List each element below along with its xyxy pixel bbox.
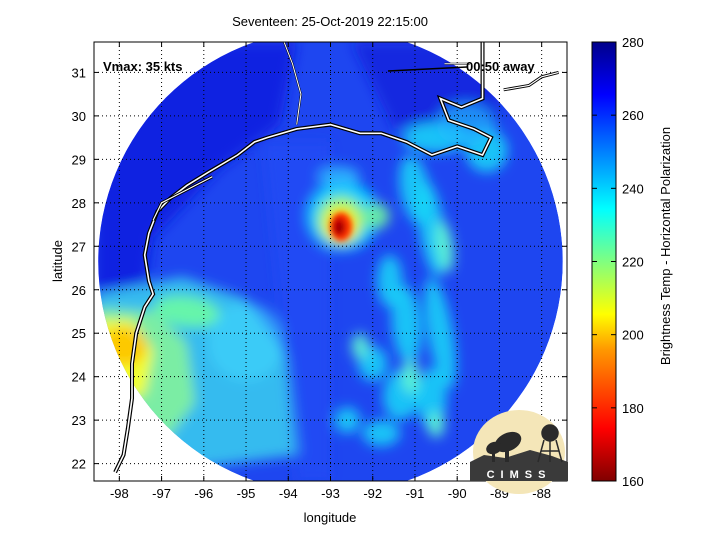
heatmap-cell — [336, 222, 344, 234]
y-tick-label: 22 — [72, 457, 86, 472]
x-axis: -98 -97 -96 -95 -94 -93 -92 -91 -90 -89 -88 — [110, 42, 551, 501]
y-tick-label: 24 — [72, 370, 86, 385]
y-tick-label: 23 — [72, 413, 86, 428]
heatmap-cell — [435, 220, 454, 273]
heatmap-cell — [391, 285, 422, 364]
x-tick-label: -93 — [321, 486, 340, 501]
y-tick-label: 31 — [72, 65, 86, 80]
colorbar-ticks: 160 180 200 220 240 260 280 — [592, 35, 644, 489]
heatmap-cell — [424, 277, 457, 389]
logo-text: CIMSS — [487, 469, 552, 481]
grid-lines — [94, 42, 567, 481]
y-tick-label: 25 — [72, 326, 86, 341]
chart-title: Seventeen: 25-Oct-2019 22:15:00 — [232, 14, 428, 29]
x-tick-label: -91 — [406, 486, 425, 501]
coastline — [113, 42, 559, 474]
heatmap-cell — [317, 165, 361, 188]
heatmap-cell — [364, 202, 390, 229]
y-axis: 22 23 24 25 26 27 28 29 30 31 — [72, 65, 567, 472]
x-tick-label: -94 — [279, 486, 298, 501]
colorbar-tick-label: 220 — [622, 255, 644, 270]
colorbar-label: Brightness Temp - Horizontal Polarizatio… — [658, 127, 673, 365]
heatmap-cell — [362, 420, 401, 447]
plot-area — [94, 42, 567, 481]
y-tick-label: 28 — [72, 196, 86, 211]
x-tick-label: -97 — [152, 486, 171, 501]
heatmap-cell — [153, 295, 221, 328]
logo-tower-icon — [537, 424, 563, 463]
x-tick-label: -92 — [363, 486, 382, 501]
colorbar-tick-label: 280 — [622, 35, 644, 50]
x-tick-label: -98 — [110, 486, 129, 501]
y-tick-label: 29 — [72, 152, 86, 167]
y-tick-label: 30 — [72, 109, 86, 124]
colorbar: 160 180 200 220 240 260 280 Brightness Temp - … — [591, 35, 673, 489]
colorbar-tick-label: 240 — [622, 181, 644, 196]
vmax-annotation: Vmax: 35 kts — [103, 59, 183, 74]
y-axis-label: latitude — [50, 240, 65, 282]
x-tick-label: -95 — [237, 486, 256, 501]
cimss-logo: CIMSS — [470, 410, 568, 494]
x-tick-label: -90 — [448, 486, 467, 501]
colorbar-tick-label: 260 — [622, 108, 644, 123]
x-tick-label: -96 — [194, 486, 213, 501]
heatmap-cell — [334, 407, 361, 434]
time-away-annotation: 00:50 away — [466, 59, 535, 74]
logo-dish-icon — [486, 431, 522, 462]
colorbar-tick-label: 160 — [622, 474, 644, 489]
logo-sun — [473, 410, 565, 494]
colorbar-tick-label: 180 — [622, 401, 644, 416]
y-tick-label: 26 — [72, 283, 86, 298]
x-axis-label: longitude — [304, 510, 357, 525]
heatmap-cell — [351, 333, 369, 360]
heatmap-cell — [427, 411, 445, 438]
time-away-pointer — [387, 66, 468, 72]
colorbar-tick-label: 200 — [622, 328, 644, 343]
heatmap-cell — [208, 302, 285, 382]
y-tick-label: 27 — [72, 239, 86, 254]
